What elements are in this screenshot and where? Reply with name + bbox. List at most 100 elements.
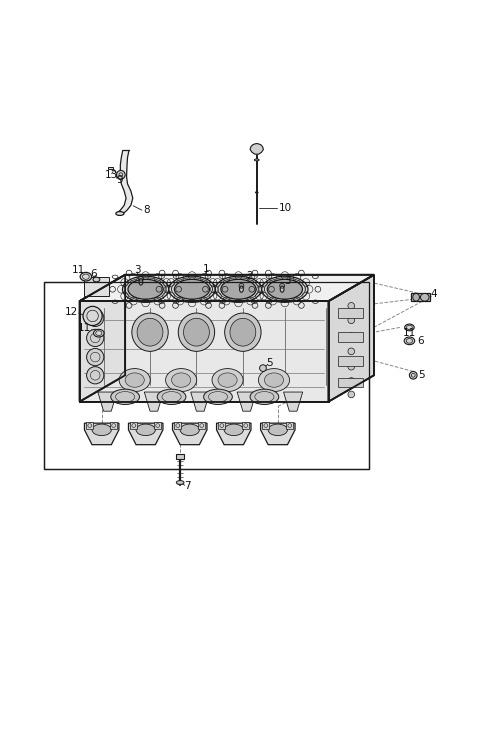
Text: 3: 3 [285,276,291,285]
Ellipse shape [176,481,184,485]
Polygon shape [144,392,163,411]
Ellipse shape [137,319,163,346]
Ellipse shape [230,319,256,346]
Ellipse shape [267,279,302,299]
Polygon shape [80,301,328,402]
Ellipse shape [262,276,308,302]
Ellipse shape [204,389,232,405]
Bar [108,167,113,170]
Ellipse shape [169,276,215,302]
Polygon shape [84,423,119,445]
Ellipse shape [240,286,243,292]
Ellipse shape [171,373,191,388]
Polygon shape [261,423,295,445]
Polygon shape [250,144,264,154]
Bar [110,422,117,429]
Ellipse shape [268,424,288,436]
Ellipse shape [280,286,284,292]
Polygon shape [129,423,163,445]
Ellipse shape [93,277,100,282]
Circle shape [83,306,102,325]
Ellipse shape [174,279,210,299]
Circle shape [348,348,355,355]
Ellipse shape [166,368,197,391]
Circle shape [348,391,355,398]
Bar [337,332,363,342]
Bar [44,282,369,468]
Ellipse shape [216,276,262,302]
Bar [198,422,205,429]
Circle shape [117,170,125,179]
Circle shape [86,367,104,384]
Ellipse shape [420,293,429,301]
Ellipse shape [218,373,237,388]
Polygon shape [216,423,251,445]
Ellipse shape [178,313,215,351]
Text: 6: 6 [91,269,97,279]
Bar [287,422,293,429]
Ellipse shape [125,373,144,388]
Ellipse shape [413,293,420,301]
Text: 10: 10 [279,203,292,213]
Ellipse shape [119,368,150,391]
Polygon shape [191,392,210,411]
Ellipse shape [264,373,284,388]
Ellipse shape [258,368,289,391]
Text: 5: 5 [266,359,273,368]
Ellipse shape [183,319,209,346]
Circle shape [409,371,417,379]
Polygon shape [117,150,133,213]
Ellipse shape [254,159,259,161]
Text: 5: 5 [418,370,425,380]
Ellipse shape [404,337,415,345]
Bar [176,453,184,459]
Circle shape [86,309,104,327]
Text: 1: 1 [203,264,210,274]
Bar [337,356,363,366]
Circle shape [348,333,355,339]
Text: 4: 4 [431,289,437,299]
Bar [84,276,109,296]
Ellipse shape [111,389,140,405]
Bar [411,293,430,301]
Ellipse shape [132,313,168,351]
Polygon shape [284,392,303,411]
Text: 11: 11 [78,323,91,333]
Ellipse shape [250,389,279,405]
Polygon shape [80,275,125,402]
Polygon shape [80,275,374,301]
Text: 8: 8 [144,205,150,215]
Circle shape [348,302,355,309]
Ellipse shape [225,313,261,351]
Ellipse shape [180,424,199,436]
Text: 13: 13 [105,170,119,180]
Circle shape [260,365,266,371]
Ellipse shape [92,424,111,436]
Polygon shape [172,423,207,445]
Bar [218,422,225,429]
Polygon shape [98,392,117,411]
Ellipse shape [128,279,163,299]
Circle shape [348,363,355,370]
Polygon shape [328,275,374,402]
Bar [155,422,161,429]
Bar [337,378,363,388]
Ellipse shape [253,146,261,152]
Bar [86,422,93,429]
Text: 3: 3 [134,265,141,275]
Circle shape [86,329,104,347]
Text: 11: 11 [403,328,417,338]
Ellipse shape [139,279,143,285]
Ellipse shape [80,273,92,281]
Polygon shape [237,392,256,411]
Bar [131,422,137,429]
Text: 6: 6 [417,336,424,346]
Text: 11: 11 [72,265,85,275]
Ellipse shape [94,329,104,337]
Ellipse shape [157,389,186,405]
Ellipse shape [405,324,414,330]
Ellipse shape [221,279,256,299]
Bar [174,422,181,429]
Text: 2: 2 [246,270,253,281]
Ellipse shape [116,212,124,216]
